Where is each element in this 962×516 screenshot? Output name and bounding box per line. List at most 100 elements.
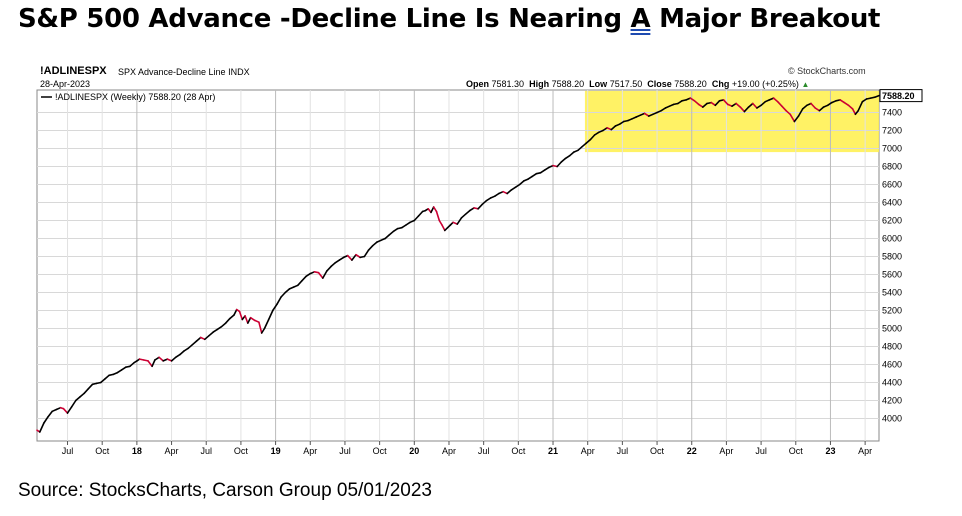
- series-segment: [857, 100, 864, 112]
- series-segment: [47, 410, 54, 418]
- series-segment: [693, 100, 700, 106]
- series-segment: [147, 360, 153, 368]
- chg-up-icon: ▲: [801, 80, 810, 89]
- series-segment: [760, 100, 767, 107]
- series-segment: [697, 103, 704, 108]
- series-segment: [510, 186, 517, 191]
- series-segment: [244, 315, 249, 324]
- series-segment: [643, 112, 650, 117]
- series-segment: [518, 180, 525, 186]
- series-segment: [129, 361, 135, 368]
- headline-underlined-word: A: [630, 4, 651, 34]
- series-segment: [839, 99, 846, 104]
- series-segment: [660, 107, 667, 112]
- y-tick-label: 7000: [882, 144, 902, 154]
- series-segment: [338, 256, 345, 261]
- series-segment: [79, 392, 85, 398]
- chart-symbol-description: SPX Advance-Decline Line INDX: [118, 67, 250, 77]
- low-value: 7517.50: [609, 79, 643, 89]
- chg-value: +19.00 (+0.25%): [731, 79, 799, 89]
- x-tick-label: Apr: [442, 446, 456, 456]
- series-segment: [539, 169, 546, 174]
- x-tick-label: 22: [687, 446, 697, 456]
- x-tick-label: Jul: [339, 446, 351, 456]
- series-segment: [701, 102, 708, 108]
- series-segment: [367, 244, 374, 251]
- series-segment: [284, 288, 291, 294]
- series-segment: [249, 316, 256, 322]
- x-tick-label: 20: [409, 446, 419, 456]
- series-segment: [301, 275, 307, 282]
- close-value: 7588.20: [674, 79, 707, 89]
- series-segment: [789, 113, 796, 123]
- series-segment: [238, 310, 244, 321]
- series-segment: [689, 97, 696, 102]
- series-segment: [417, 210, 424, 217]
- series-segment: [66, 405, 73, 414]
- series-segment: [772, 97, 779, 103]
- series-segment: [514, 183, 521, 188]
- series-segment: [371, 241, 378, 247]
- series-segment: [564, 154, 571, 160]
- series-segment: [38, 422, 45, 433]
- series-segment: [233, 308, 238, 316]
- series-segment: [151, 359, 156, 368]
- series-segment: [468, 207, 475, 212]
- series-segment: [158, 356, 164, 362]
- series-segment: [743, 106, 750, 113]
- x-tick-label: Jul: [200, 446, 212, 456]
- x-tick-label: Jul: [617, 446, 629, 456]
- series-segment: [873, 94, 880, 98]
- series-segment: [560, 157, 567, 163]
- series-segment: [174, 353, 181, 359]
- headline: S&P 500 Advance -Decline Line Is Nearing…: [18, 4, 881, 34]
- series-segment: [460, 213, 467, 219]
- y-tick-label: 6000: [882, 234, 902, 244]
- y-tick-label: 5000: [882, 324, 902, 334]
- series-segment: [543, 166, 550, 171]
- headline-post: Major Breakout: [650, 4, 881, 34]
- x-tick-label: 21: [548, 446, 558, 456]
- series-segment: [861, 98, 868, 103]
- x-tick-label: Oct: [511, 446, 526, 456]
- series-segment: [441, 224, 446, 232]
- series-segment: [506, 189, 513, 195]
- highlight-box: [584, 90, 879, 153]
- series-segment: [276, 296, 282, 306]
- series-segment: [438, 219, 443, 226]
- series-segment: [531, 172, 538, 178]
- series-segment: [485, 197, 492, 202]
- series-segment: [747, 102, 754, 108]
- last-value-label: 7588.20: [882, 91, 915, 101]
- series-segment: [224, 317, 231, 324]
- series-segment: [280, 291, 287, 298]
- legend-label: !ADLINESPX (Weekly) 7588.20 (28 Apr): [55, 92, 215, 102]
- legend: !ADLINESPX (Weekly) 7588.20 (28 Apr): [41, 92, 215, 102]
- series-segment: [170, 356, 177, 362]
- series-segment: [589, 134, 596, 141]
- series-segment: [464, 209, 471, 215]
- series-segment: [756, 104, 762, 109]
- x-tick-label: Apr: [165, 446, 179, 456]
- x-tick-label: 19: [271, 446, 281, 456]
- series-segment: [814, 107, 821, 112]
- x-tick-label: Oct: [95, 446, 110, 456]
- series-segment: [384, 234, 391, 240]
- series-segment: [216, 325, 223, 331]
- series-segment: [388, 230, 395, 236]
- series-segment: [43, 415, 49, 424]
- series-segment: [355, 253, 362, 259]
- x-tick-label: 23: [825, 446, 835, 456]
- series-segment: [351, 253, 357, 261]
- series-segment: [258, 321, 263, 334]
- headline-pre: S&P 500 Advance -Decline Line Is Nearing: [18, 4, 631, 34]
- series-layer: [36, 94, 880, 433]
- series-segment: [204, 334, 210, 341]
- series-segment: [305, 272, 312, 278]
- series-segment: [260, 327, 266, 334]
- x-tick-label: Oct: [789, 446, 804, 456]
- series-segment: [618, 120, 625, 125]
- y-tick-label: 4600: [882, 360, 902, 370]
- x-tick-label: Jul: [62, 446, 74, 456]
- series-segment: [187, 343, 194, 350]
